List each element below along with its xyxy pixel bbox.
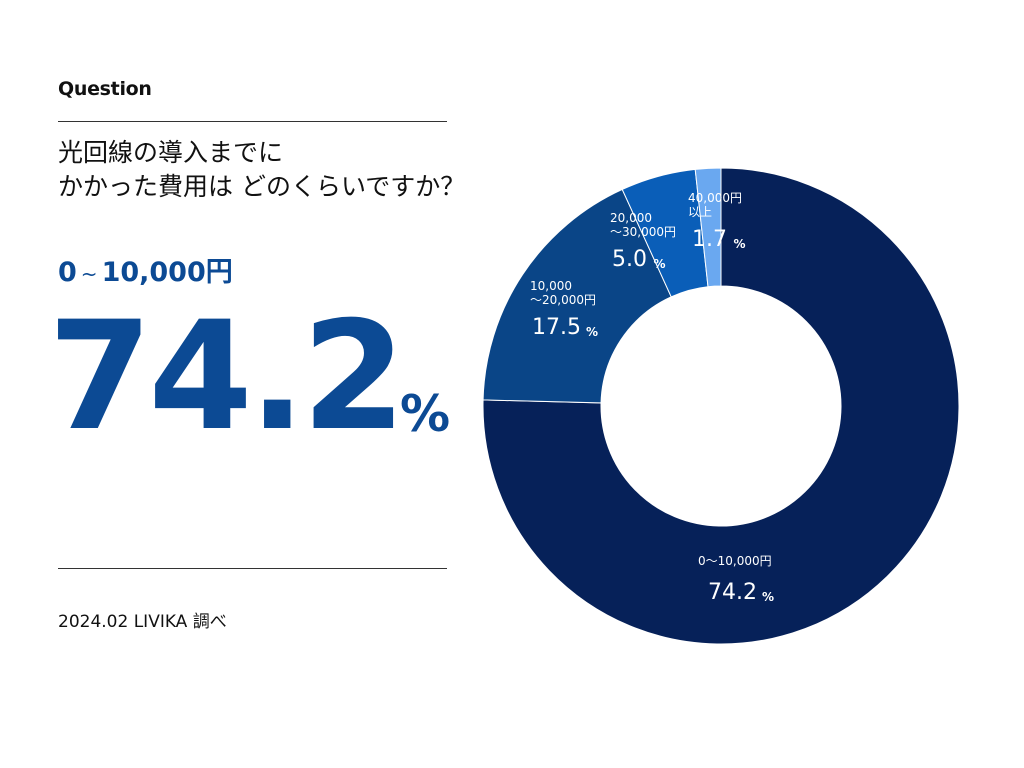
slice-label-3-line-1: 以上 [688,205,712,219]
highlight-range-end: 10,000円 [101,257,233,288]
slice-label-0-line-0: 0〜10,000円 [698,554,772,568]
slice-label-2: 20,000〜30,000円 5.0% [610,211,676,272]
slice-label-1-line-1: 〜20,000円 [530,293,596,307]
donut-slice-3 [694,167,722,288]
donut-slice-1 [482,188,672,404]
slice-value-0: 74.2 [708,580,757,605]
top-divider [58,121,447,122]
slice-value-2: 5.0 [612,247,647,272]
question-line-2: かかった費用は どのくらいですか？ [58,172,466,201]
highlight-value: 74.2 [48,290,406,464]
bottom-divider [58,568,447,569]
donut-slice-0 [482,167,960,645]
slice-label-1: 10,000〜20,000円 17.5% [530,279,598,340]
slice-unit-1: % [586,325,598,339]
slice-label-2-line-1: 〜30,000円 [610,225,676,239]
slice-label-3-line-0: 40,000円 [688,191,742,205]
question-label: Question [58,78,152,100]
question-line-1: 光回線の導入までに [58,138,284,167]
highlight-range: 0 ~10,000円 [58,250,233,289]
slice-unit-3: % [734,237,746,251]
question-text: 光回線の導入までに かかった費用は どのくらいですか？ [58,136,618,204]
source-note: 2024.02 LIVIKA 調べ [58,612,227,632]
slice-unit-0: % [762,590,774,604]
highlight-unit: % [400,385,451,443]
slice-label-0: 0〜10,000円 74.2% [698,554,774,605]
slice-unit-2: % [654,257,666,271]
highlight-range-start: 0 [58,257,77,288]
slice-value-1: 17.5 [532,315,581,340]
slice-value-3: 1.7 [692,227,727,252]
slice-label-2-line-0: 20,000 [610,211,652,225]
highlight-range-tilde: ~ [80,262,98,286]
slice-label-1-line-0: 10,000 [530,279,572,293]
